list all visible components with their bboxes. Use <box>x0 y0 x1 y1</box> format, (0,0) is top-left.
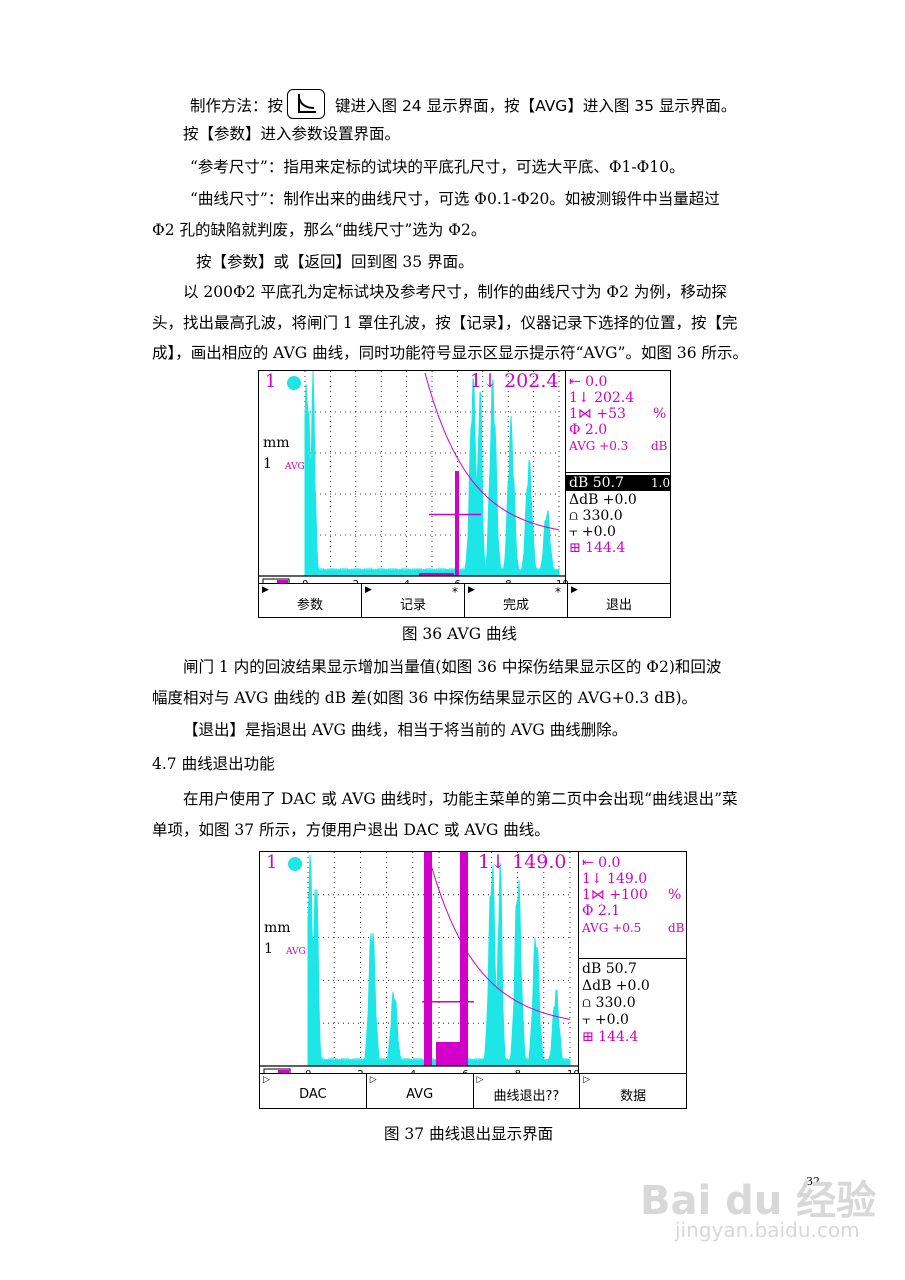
x-tick-label: 6 <box>462 1069 468 1074</box>
menu-finish-button[interactable]: ▶ 完成 * <box>465 584 568 617</box>
battery-icon <box>262 578 290 583</box>
fig36-menubar: ▶ 参数 ▶ 记录 * ▶ 完成 * ▶ 退出 <box>259 583 670 617</box>
baidu-watermark-logo: Bai du 经验 <box>640 1178 877 1224</box>
avg-curve <box>427 853 571 1020</box>
text-segment: 键进入图 24 显示界面，按【AVG】进入图 35 显示界面。 <box>335 97 737 115</box>
mode-tag: AVG <box>286 947 306 957</box>
readout-phi: Φ 2.0 <box>569 422 608 438</box>
menu-record-button[interactable]: ▶ 记录 * <box>362 584 465 617</box>
text-line: 按【参数】或【返回】回到图 35 界面。 <box>196 253 474 271</box>
readout-delta-db: ΔdB +0.0 <box>569 492 637 508</box>
gated-echo <box>455 471 459 576</box>
text-line: “曲线尺寸”：制作出来的曲线尺寸，可选 Φ0.1-Φ20。如被测锻件中当量超过 <box>190 190 720 208</box>
readout-avg: AVG +0.3 dB <box>569 439 668 453</box>
echo-waveform <box>304 371 560 577</box>
mode-tag: AVG <box>285 462 305 472</box>
text-line: 成】，画出相应的 AVG 曲线，同时功能符号显示区显示提示符“AVG”。如图 3… <box>152 344 749 362</box>
status-dot-icon <box>287 376 301 390</box>
fig36-caption: 图 36 AVG 曲线 <box>402 625 518 643</box>
unit-label: mm <box>263 435 290 451</box>
readout-offset: ⫟ +0.0 <box>569 524 616 540</box>
dac-key-icon <box>287 89 326 119</box>
readout-distance: ⊞ 144.4 <box>569 540 626 556</box>
fig37-screen: 0 2 4 6 8 10 1 mm 1 AVG 1↓ 149.0 ⇤ 0.0 1↓ 149… <box>259 851 687 1109</box>
mode-number: 1 <box>264 941 273 957</box>
channel-number: 1 <box>265 371 277 392</box>
gated-echo <box>460 852 468 1066</box>
fig37-waveform: 0 2 4 6 8 10 <box>260 852 580 1074</box>
watermark-url: jingyan.baidu.com <box>675 1218 860 1242</box>
readout-db: dB 50.7 <box>582 961 637 977</box>
text-line: 制作方法：按 键进入图 24 显示界面，按【AVG】进入图 35 显示界面。 <box>190 89 737 122</box>
readout-distance: ⊞ 144.4 <box>582 1029 639 1045</box>
menu-avg-button[interactable]: ▷ AVG <box>367 1074 474 1108</box>
fig36-screen: 0 2 4 6 8 10 1 mm 1 AVG 1↓ 202.4 ⇤ 0.0 1↓ 202… <box>258 370 671 618</box>
text-line: 以 200Φ2 平底孔为定标试块及参考尺寸，制作的曲线尺寸为 Φ2 为例，移动探 <box>183 283 727 301</box>
x-tick-label: 4 <box>404 579 410 583</box>
text-line: 头，找出最高孔波，将闸门 1 罩住孔波，按【记录】，仪器记录下选择的位置，按【完 <box>152 314 738 332</box>
fig37-caption: 图 37 曲线退出显示界面 <box>384 1125 554 1143</box>
x-tick-label: 0 <box>305 1069 311 1074</box>
gate-reading-value: 149.0 <box>512 851 567 873</box>
x-tick-label: 8 <box>515 1069 521 1074</box>
selected-readout-highlight <box>566 475 670 491</box>
x-tick-label: 0 <box>302 579 308 583</box>
readout-velocity: ⩍ 330.0 <box>582 995 636 1011</box>
readout-velocity: ⩍ 330.0 <box>569 508 623 524</box>
x-tick-label: 4 <box>410 1069 416 1074</box>
menu-data-button[interactable]: ▷ 数据 <box>583 1075 647 1104</box>
readout-panel: ⇤ 0.0 1↓ 149.0 1⋈ +100% Φ 2.1 AVG +0.5 dB… <box>578 852 686 1074</box>
menu-curve-exit-button[interactable]: ▷ 曲线退出?? <box>474 1074 581 1108</box>
readout-delta-db: ΔdB +0.0 <box>582 978 650 994</box>
x-tick-label: 10 <box>567 1069 580 1074</box>
fig36-waveform: 0 2 4 6 8 10 <box>259 371 569 583</box>
battery-level <box>277 580 288 583</box>
readout-start: ⇤ 0.0 <box>569 374 608 390</box>
gate-reading: 1↓ 149.0 <box>478 851 567 873</box>
menu-exit-button[interactable]: ▶ 退出 <box>571 585 632 613</box>
readout-offset: ⫟ +0.0 <box>582 1012 629 1028</box>
x-tick-label: 10 <box>556 579 569 583</box>
readout-avg: AVG +0.5 dB <box>582 921 685 935</box>
mode-number: 1 <box>263 456 272 472</box>
section-heading: 4.7 曲线退出功能 <box>152 755 275 773</box>
text-line: 幅度相对与 AVG 曲线的 dB 差(如图 36 中探伤结果显示区的 AVG+0… <box>152 689 697 707</box>
text-line: “参考尺寸”：指用来定标的试块的平底孔尺寸，可选大平底、Φ1-Φ10。 <box>190 158 685 176</box>
x-tick-label: 2 <box>353 579 359 583</box>
fig37-menubar: ▷ DAC ▷ AVG ▷ 曲线退出?? ▷ 数据 <box>260 1073 686 1108</box>
x-tick-label: 6 <box>454 579 460 583</box>
channel-number: 1 <box>266 852 278 873</box>
text-segment: 制作方法：按 <box>190 97 284 115</box>
text-line: 按【参数】进入参数设置界面。 <box>183 125 401 143</box>
avg-curve <box>424 372 560 531</box>
text-line: Φ2 孔的缺陷就判废，那么“曲线尺寸”选为 Φ2。 <box>152 221 487 239</box>
gated-echo <box>436 1042 460 1066</box>
page-number: 32 <box>806 1175 820 1188</box>
readout-gate-pos: 1↓ 149.0 <box>582 871 648 887</box>
gated-echo <box>424 852 432 1066</box>
readout-gate-pos: 1↓ 202.4 <box>569 390 635 406</box>
readout-start: ⇤ 0.0 <box>582 855 621 871</box>
readout-db: dB 50.7 1.0 <box>569 475 671 491</box>
echo-waveform <box>307 854 571 1067</box>
unit-label: mm <box>264 920 291 936</box>
gate-reading: 1↓ 202.4 <box>470 370 559 392</box>
menu-dac-button[interactable]: ▷ DAC <box>260 1074 367 1108</box>
status-dot-icon <box>288 857 302 871</box>
menu-params-button[interactable]: ▶ 参数 <box>259 584 362 617</box>
text-line: 在用户使用了 DAC 或 AVG 曲线时，功能主菜单的第二页中会出现“曲线退出”… <box>183 790 738 808</box>
text-line: 【退出】是指退出 AVG 曲线，相当于将当前的 AVG 曲线删除。 <box>183 721 628 739</box>
x-tick-label: 2 <box>357 1069 363 1074</box>
gated-echo <box>419 573 454 576</box>
readout-phi: Φ 2.1 <box>582 903 621 919</box>
text-line: 闸门 1 内的回波结果显示增加当量值(如图 36 中探伤结果显示区的 Φ2)和回… <box>183 658 722 676</box>
text-line: 单项，如图 37 所示，方便用户退出 DAC 或 AVG 曲线。 <box>152 821 550 839</box>
readout-amplitude: 1⋈ +100% <box>582 887 682 903</box>
readout-amplitude: 1⋈ +53% <box>569 406 667 422</box>
battery-level <box>278 1070 289 1074</box>
gate-reading-value: 202.4 <box>504 370 559 392</box>
readout-panel: ⇤ 0.0 1↓ 202.4 1⋈ +53% Φ 2.0 AVG +0.3 dB … <box>565 371 670 583</box>
x-tick-label: 8 <box>505 579 511 583</box>
